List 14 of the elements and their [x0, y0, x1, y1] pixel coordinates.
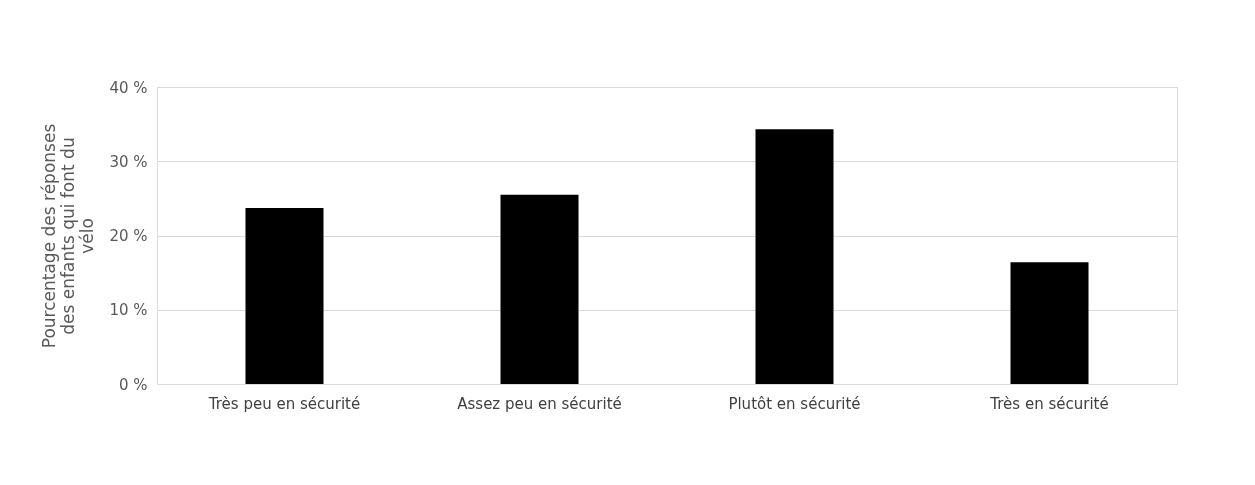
y-tick-label: 30 % — [109, 152, 148, 171]
x-tick-label: Assez peu en sécurité — [457, 394, 622, 413]
x-tick-label: Plutôt en sécurité — [728, 394, 861, 413]
x-tick-label: Très peu en sécurité — [207, 394, 361, 413]
bar — [500, 194, 579, 384]
y-axis-title: Pourcentage des réponses des enfants qui font du vélo — [39, 123, 98, 349]
y-tick-label: 0 % — [118, 375, 148, 394]
bar — [755, 129, 834, 384]
bar — [1010, 262, 1089, 384]
y-tick-label: 20 % — [109, 227, 148, 245]
bar — [245, 208, 324, 384]
y-tick-label: 10 % — [109, 301, 148, 320]
x-tick-label: Très en sécurité — [989, 394, 1109, 413]
y-tick-label: 40 % — [109, 78, 148, 97]
